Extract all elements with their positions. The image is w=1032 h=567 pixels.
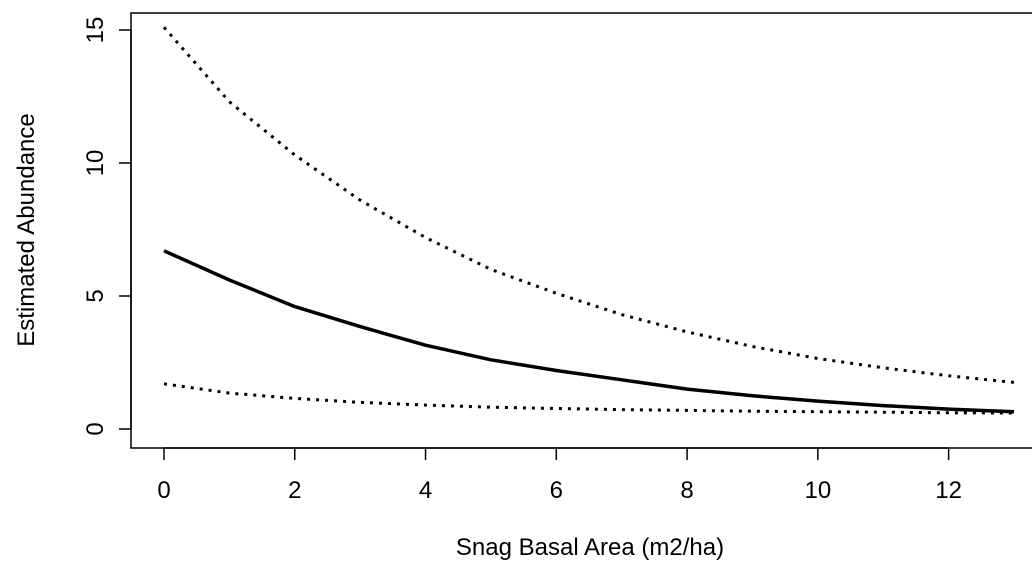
plot-frame (130, 12, 1032, 449)
y-axis: 0 5 10 15 (82, 17, 132, 436)
y-axis-label: Estimated Abundance (13, 113, 40, 347)
y-tick-label: 0 (82, 422, 109, 435)
x-tick-label: 0 (157, 477, 170, 504)
x-tick-label: 2 (288, 477, 301, 504)
x-tick-label: 6 (550, 477, 563, 504)
x-tick-label: 10 (804, 477, 831, 504)
estimate-line (163, 249, 1015, 414)
y-tick-label: 15 (82, 17, 109, 44)
y-tick-label: 5 (82, 289, 109, 302)
y-tick-label: 10 (82, 150, 109, 177)
series-group (162, 26, 1015, 415)
x-tick-label: 4 (419, 477, 432, 504)
lower-bound-line (163, 382, 1015, 415)
upper-bound-line (162, 26, 1015, 384)
x-axis: 0 2 4 6 8 10 12 (157, 447, 962, 504)
x-tick-label: 12 (935, 477, 962, 504)
x-axis-label: Snag Basal Area (m2/ha) (456, 534, 724, 561)
x-tick-label: 8 (680, 477, 693, 504)
